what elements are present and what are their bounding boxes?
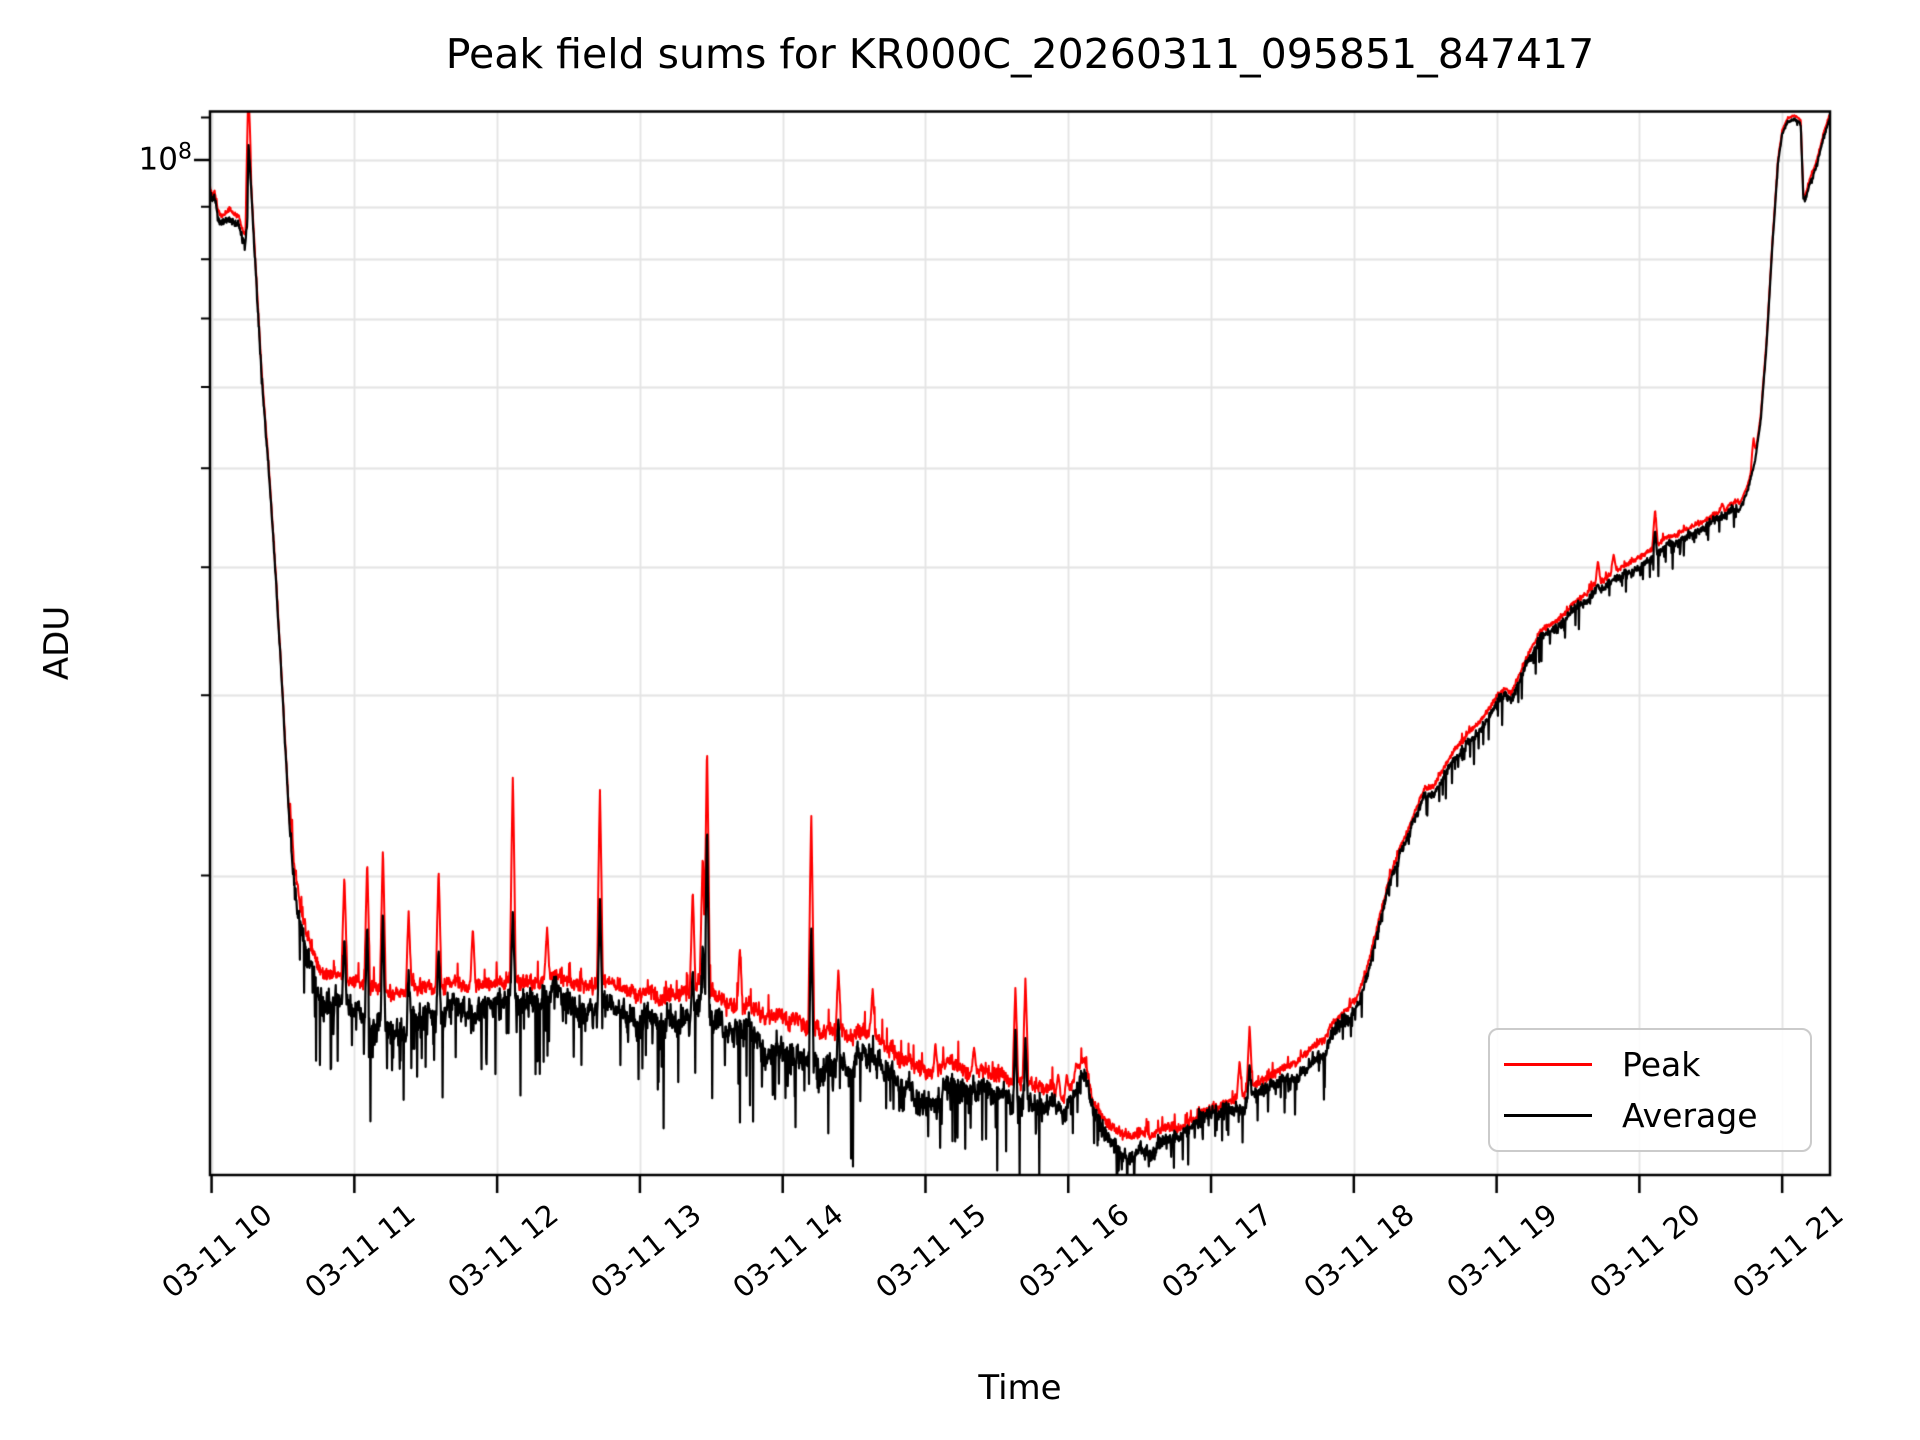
legend-item-peak: Peak: [1490, 1048, 1810, 1081]
peak-line-sample: [1504, 1063, 1592, 1066]
y-tick-label: 108: [138, 139, 192, 178]
x-axis-label: Time: [978, 1368, 1062, 1408]
legend: Peak Average: [1488, 1028, 1812, 1152]
legend-label-average: Average: [1622, 1096, 1758, 1135]
legend-item-average: Average: [1490, 1099, 1810, 1132]
chart-title: Peak field sums for KR000C_20260311_0958…: [445, 30, 1595, 78]
average-line-sample: [1504, 1114, 1592, 1117]
legend-label-peak: Peak: [1622, 1045, 1701, 1084]
y-axis-label: ADU: [37, 605, 77, 681]
